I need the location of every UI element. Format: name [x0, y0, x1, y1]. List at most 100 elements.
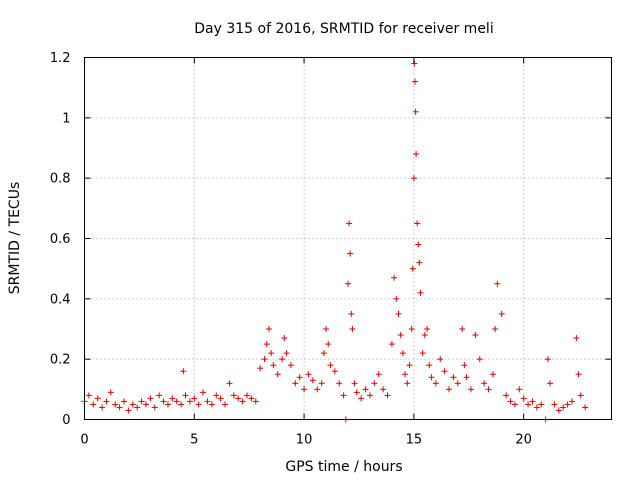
- data-point: [186, 398, 193, 405]
- axis-ticks: 0 5 10 15 20 0 0.2 0.4 0.6 0.8 1 1.2: [50, 51, 612, 448]
- data-point: [411, 78, 418, 85]
- data-point: [336, 380, 343, 387]
- data-point: [384, 392, 391, 399]
- data-point: [156, 392, 163, 399]
- data-point: [459, 326, 466, 332]
- y-axis-label: SRMTID / TECUs: [7, 182, 23, 295]
- x-tick-label: 15: [406, 433, 423, 448]
- data-point: [388, 341, 395, 348]
- data-point: [318, 380, 325, 387]
- data-point: [94, 395, 101, 402]
- data-point: [419, 350, 426, 357]
- data-point: [296, 374, 303, 381]
- data-point: [441, 368, 448, 375]
- data-point: [279, 356, 286, 363]
- data-point: [408, 326, 415, 332]
- data-point: [265, 326, 272, 332]
- data-point: [349, 326, 356, 332]
- data-point: [582, 404, 589, 411]
- data-point: [481, 380, 488, 387]
- data-point: [417, 289, 424, 296]
- data-point: [287, 362, 294, 369]
- data-point: [121, 398, 128, 405]
- data-point: [446, 386, 453, 393]
- data-point: [454, 380, 461, 387]
- data-point: [416, 259, 423, 266]
- data-point: [520, 395, 527, 402]
- data-point: [270, 362, 277, 369]
- data-point: [274, 371, 281, 378]
- y-tick-label: 0.4: [50, 292, 71, 307]
- data-point: [134, 404, 141, 411]
- data-point: [320, 350, 327, 357]
- data-points: [81, 60, 589, 423]
- data-point: [314, 386, 321, 393]
- data-point: [173, 398, 180, 405]
- data-point: [191, 395, 198, 402]
- data-point: [208, 401, 215, 408]
- data-point: [404, 380, 411, 387]
- data-point: [409, 265, 416, 272]
- data-point: [261, 356, 268, 363]
- data-point: [323, 326, 330, 332]
- data-point: [544, 356, 551, 363]
- data-point: [345, 280, 351, 287]
- data-point: [463, 374, 470, 381]
- data-point: [125, 407, 132, 414]
- y-tick-label: 1: [62, 111, 70, 126]
- data-point: [309, 377, 316, 384]
- data-point: [348, 310, 355, 317]
- data-point: [248, 395, 255, 402]
- data-point: [393, 295, 400, 302]
- data-point: [263, 341, 270, 348]
- data-point: [239, 398, 246, 405]
- data-point: [560, 404, 567, 411]
- data-point: [347, 250, 354, 257]
- data-point: [164, 401, 171, 408]
- data-point: [182, 392, 189, 399]
- data-point: [395, 310, 402, 317]
- data-point: [252, 398, 259, 405]
- data-point: [492, 326, 499, 332]
- data-point: [511, 401, 518, 408]
- data-point: [494, 280, 501, 287]
- data-point: [498, 310, 505, 317]
- data-point: [399, 350, 406, 357]
- data-point: [413, 151, 420, 158]
- data-point: [525, 401, 532, 408]
- data-point: [414, 220, 421, 227]
- data-point: [213, 392, 220, 399]
- data-point: [353, 389, 360, 396]
- data-point: [415, 241, 422, 248]
- data-point: [292, 380, 299, 387]
- data-point: [340, 392, 347, 399]
- data-point: [555, 407, 562, 414]
- data-point: [516, 386, 523, 393]
- data-point: [568, 398, 575, 405]
- data-point: [577, 392, 584, 399]
- data-point: [366, 392, 373, 399]
- data-point: [160, 398, 167, 405]
- data-point: [351, 380, 358, 387]
- data-point: [397, 332, 404, 339]
- data-point: [142, 401, 149, 408]
- data-point: [421, 332, 428, 339]
- grid: [84, 57, 612, 420]
- data-point: [99, 404, 106, 411]
- data-point: [489, 371, 496, 378]
- data-point: [547, 380, 554, 387]
- data-point: [200, 389, 207, 396]
- data-point: [107, 389, 114, 396]
- data-point: [424, 326, 431, 332]
- y-tick-label: 0.8: [50, 172, 71, 187]
- data-point: [362, 386, 369, 393]
- data-point: [573, 335, 580, 342]
- data-point: [346, 220, 353, 227]
- data-point: [472, 332, 479, 339]
- data-point: [538, 401, 545, 408]
- data-point: [485, 386, 492, 393]
- data-point: [85, 392, 92, 399]
- data-point: [129, 401, 136, 408]
- data-point: [507, 398, 514, 405]
- x-tick-label: 0: [80, 433, 88, 448]
